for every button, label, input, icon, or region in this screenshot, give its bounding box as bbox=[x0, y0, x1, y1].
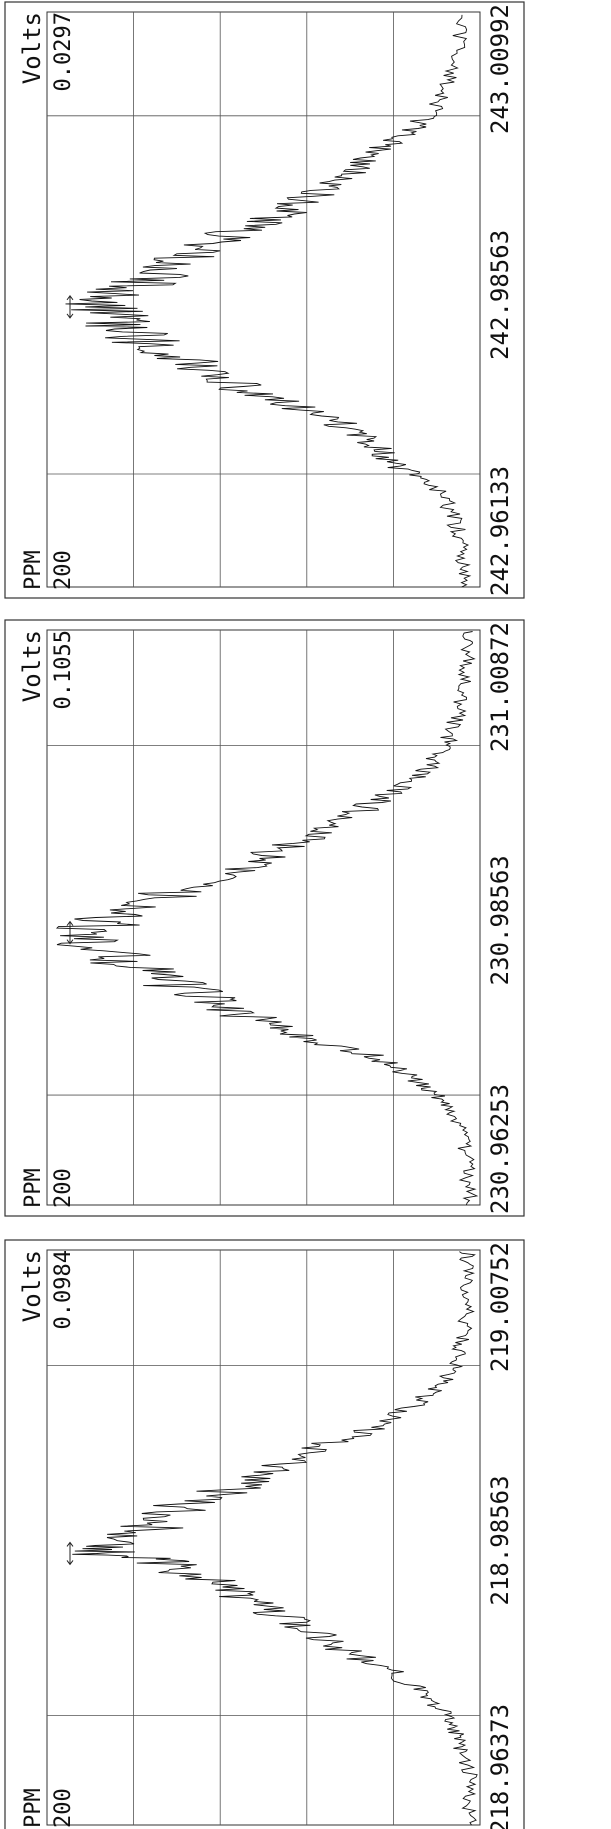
ppm-label: PPM bbox=[21, 1788, 46, 1828]
ppm-label: PPM bbox=[21, 550, 46, 590]
mass-tick-label: 230.96253 bbox=[486, 1084, 514, 1214]
ppm-label: PPM bbox=[21, 1168, 46, 1208]
panel-frame bbox=[4, 1239, 525, 1829]
chart-panel: PPM 200 Volts 0.0297 242.96133 242.98563 243.0… bbox=[4, 1, 525, 599]
plot-area bbox=[46, 629, 481, 1206]
volts-value: 0.0984 bbox=[51, 1250, 76, 1329]
mass-tick-label: 218.98563 bbox=[486, 1475, 514, 1605]
volts-label: Volts bbox=[18, 1250, 46, 1322]
volts-value: 0.0297 bbox=[51, 12, 76, 91]
panel-frame bbox=[4, 1, 525, 599]
plot-area bbox=[46, 1249, 481, 1826]
plot-area bbox=[46, 11, 481, 588]
signal-trace bbox=[72, 1251, 478, 1826]
mass-tick-label: 243.00992 bbox=[486, 4, 514, 134]
chart-panel: PPM 200 Volts 0.0984 218.96373 218.98563 219.0… bbox=[4, 1239, 525, 1829]
peak-marker bbox=[66, 920, 74, 945]
mass-tick-label: 242.98563 bbox=[486, 230, 514, 360]
volts-label: Volts bbox=[18, 630, 46, 702]
mass-tick-label: 242.96133 bbox=[486, 466, 514, 596]
peak-marker bbox=[66, 295, 74, 319]
ppm-scale-value: 200 bbox=[51, 1168, 76, 1208]
mass-tick-label: 230.98563 bbox=[486, 855, 514, 985]
ppm-scale-value: 200 bbox=[51, 550, 76, 590]
mass-tick-label: 219.00752 bbox=[486, 1242, 514, 1372]
signal-trace bbox=[65, 14, 472, 588]
mass-tick-label: 231.00872 bbox=[486, 622, 514, 752]
mass-tick-label: 218.96373 bbox=[486, 1704, 514, 1829]
ppm-scale-value: 200 bbox=[51, 1788, 76, 1828]
volts-label: Volts bbox=[18, 12, 46, 84]
panel-frame bbox=[4, 619, 525, 1217]
chart-panel: PPM 200 Volts 0.1055 230.96253 230.98563 231.0… bbox=[4, 619, 525, 1217]
volts-value: 0.1055 bbox=[51, 630, 76, 709]
peak-marker bbox=[66, 1541, 74, 1566]
signal-trace bbox=[55, 631, 479, 1206]
